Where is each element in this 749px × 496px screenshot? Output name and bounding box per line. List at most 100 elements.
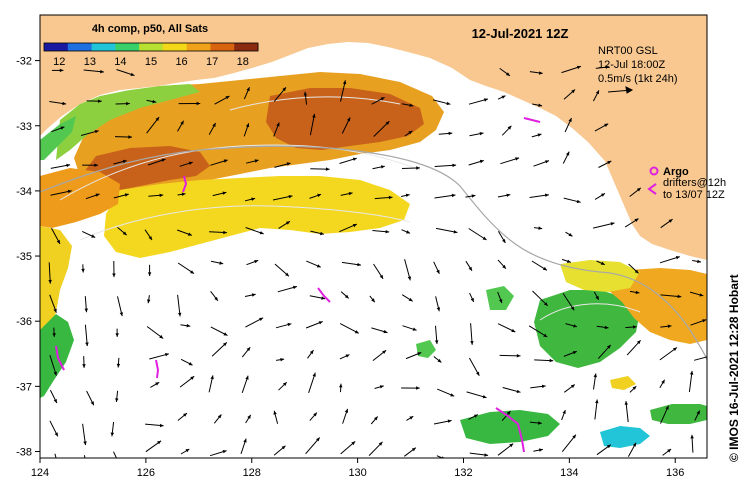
current-arrow	[438, 131, 453, 136]
current-arrow	[626, 339, 641, 356]
lon-tick-label: 124	[31, 467, 49, 479]
current-arrow	[402, 325, 417, 331]
argo-float-icon	[649, 166, 659, 176]
colorbar-ticks: 12 13 14 15 16 17 18	[53, 56, 249, 68]
current-arrow	[306, 260, 321, 268]
current-arrow	[434, 193, 456, 199]
current-arrow	[340, 291, 350, 299]
current-arrow	[49, 355, 57, 376]
current-arrow	[531, 133, 542, 138]
current-arrow	[144, 229, 153, 241]
current-arrow	[339, 157, 357, 164]
current-arrow	[371, 96, 385, 105]
current-arrow	[245, 317, 264, 328]
current-arrow	[310, 230, 325, 236]
current-arrow	[84, 296, 88, 313]
current-arrow	[629, 385, 637, 393]
drifter-track	[182, 175, 188, 193]
current-arrow	[180, 323, 191, 328]
current-arrow	[146, 326, 164, 339]
current-arrow	[210, 159, 228, 166]
colorbar-tick-label: 14	[114, 56, 126, 68]
current-arrow	[273, 410, 279, 424]
current-arrow	[628, 263, 639, 274]
lat-tick-label: -38	[16, 446, 32, 458]
current-arrow	[305, 437, 321, 455]
current-arrow	[469, 292, 475, 303]
current-arrow	[210, 290, 219, 302]
imos-credit: © IMOS 16-Jul-2021 12:28 Hobart	[727, 274, 741, 462]
current-arrow	[562, 293, 575, 311]
current-arrow	[433, 356, 442, 363]
sst-patch-green-south	[460, 410, 560, 444]
current-arrow	[469, 452, 489, 457]
current-arrow	[501, 125, 512, 136]
argo-drifters-line2: to 13/07 12Z	[663, 189, 725, 201]
current-arrow	[436, 227, 458, 234]
current-arrow	[307, 349, 314, 359]
current-arrow	[308, 372, 316, 394]
sst-patch-green-southeast	[650, 404, 707, 424]
current-arrow	[49, 389, 58, 404]
colorbar-swatch	[139, 43, 164, 51]
drifter-track	[55, 345, 65, 371]
current-arrow	[694, 410, 701, 421]
colorbar-swatch	[67, 43, 93, 51]
current-arrow	[659, 347, 678, 361]
current-arrow	[531, 260, 548, 271]
current-arrow	[561, 409, 566, 421]
current-arrow	[561, 65, 582, 74]
current-arrow	[598, 160, 612, 168]
current-arrow	[115, 328, 119, 337]
current-arrow	[433, 261, 440, 275]
current-arrow	[469, 132, 484, 137]
current-arrow	[81, 264, 85, 273]
current-arrow	[594, 123, 609, 132]
drifter-track	[495, 407, 525, 453]
current-arrow	[690, 319, 707, 326]
current-arrow	[563, 197, 581, 204]
current-arrow	[85, 193, 100, 200]
current-arrow	[51, 228, 61, 245]
current-arrow	[278, 381, 288, 391]
current-arrow	[145, 423, 164, 428]
lat-tick-label: -36	[16, 316, 32, 328]
current-arrow	[497, 323, 516, 333]
current-arrow	[593, 291, 600, 301]
current-arrow	[244, 197, 256, 202]
sst-patch-yellow-east	[560, 260, 640, 292]
current-arrow	[245, 159, 259, 164]
current-arrow	[530, 384, 546, 389]
current-arrow	[435, 296, 441, 312]
current-arrow	[272, 195, 293, 201]
current-arrow	[241, 346, 251, 358]
current-arrow	[117, 227, 128, 236]
current-arrow	[209, 450, 227, 457]
current-arrow	[374, 195, 393, 200]
current-arrow	[48, 262, 52, 284]
current-arrow	[497, 95, 506, 100]
current-arrow	[340, 441, 356, 455]
current-arrow	[49, 294, 57, 313]
current-arrow	[466, 391, 487, 399]
current-arrow	[693, 356, 707, 361]
current-arrow	[690, 434, 694, 453]
current-arrow	[274, 263, 290, 277]
sst-patch-green-small-1	[416, 340, 436, 358]
current-arrow	[374, 385, 384, 389]
current-arrow	[688, 370, 694, 392]
current-arrow	[532, 290, 549, 307]
current-arrow	[50, 189, 72, 196]
current-arrow	[465, 194, 476, 198]
current-arrow	[82, 356, 86, 368]
current-arrow	[241, 375, 249, 394]
current-arrow	[147, 158, 166, 166]
current-arrow	[208, 375, 214, 393]
current-arrow	[177, 192, 186, 196]
current-arrow	[401, 166, 420, 170]
current-arrow	[400, 193, 410, 197]
current-arrow	[80, 130, 99, 136]
sst-patch-green-coast	[40, 116, 76, 160]
current-arrow	[659, 379, 666, 389]
current-arrow	[437, 388, 455, 397]
